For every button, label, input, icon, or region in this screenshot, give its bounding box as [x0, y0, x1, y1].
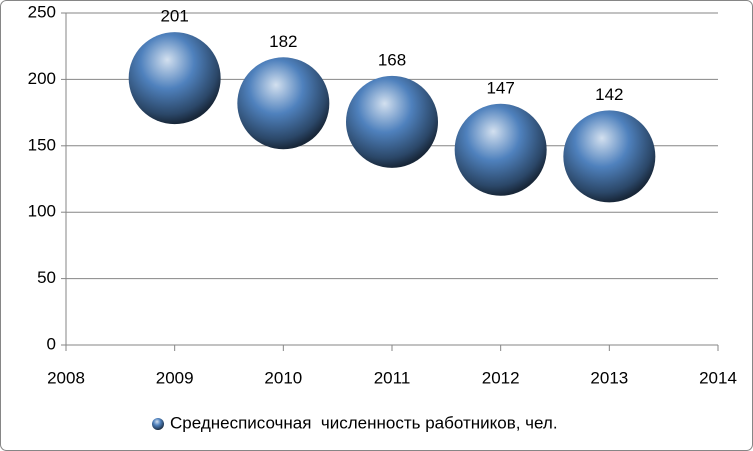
x-tick-label: 2008: [47, 368, 85, 387]
x-tick-label: 2011: [374, 368, 411, 387]
data-label: 168: [378, 50, 406, 69]
legend-marker: [152, 418, 164, 430]
x-tick-label: 2013: [590, 368, 628, 387]
legend-label: Среднесписочная численность работников, …: [170, 413, 558, 432]
data-label: 147: [486, 78, 514, 97]
x-tick-label: 2010: [264, 368, 302, 387]
bubble: [128, 32, 221, 125]
bubble: [346, 75, 438, 168]
data-label: 201: [160, 7, 188, 26]
y-tick-label: 250: [28, 2, 56, 21]
y-tick-label: 50: [37, 268, 56, 287]
y-tick-label: 0: [47, 334, 56, 353]
bubble: [563, 110, 656, 203]
y-tick-label: 200: [28, 69, 56, 88]
y-tick-label: 150: [28, 135, 56, 154]
bubble: [237, 57, 330, 150]
x-tick-label: 2012: [482, 368, 520, 387]
data-label: 142: [595, 85, 623, 104]
data-label: 182: [269, 32, 297, 51]
y-tick-label: 100: [28, 202, 56, 221]
x-tick-label: 2014: [699, 368, 737, 387]
bubble: [454, 103, 547, 196]
x-tick-label: 2009: [156, 368, 194, 387]
